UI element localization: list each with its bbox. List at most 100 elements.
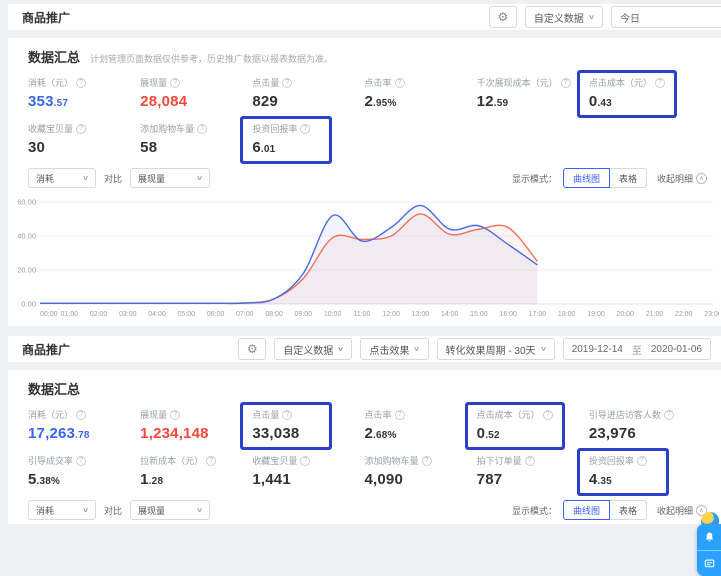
metric-value: 33,038 bbox=[252, 425, 300, 442]
mode-curve-button[interactable]: 曲线图 bbox=[562, 168, 610, 188]
help-icon[interactable]: ? bbox=[170, 77, 181, 88]
help-icon[interactable]: ? bbox=[421, 455, 432, 466]
effect-select[interactable]: 点击效果 ∨ bbox=[360, 338, 429, 360]
compare-select-2[interactable]: 展现量 ∨ bbox=[130, 500, 211, 520]
svg-text:40.00: 40.00 bbox=[17, 232, 36, 241]
metric-value: 58 bbox=[140, 139, 158, 156]
help-icon[interactable]: ? bbox=[282, 77, 293, 88]
svg-text:19:00: 19:00 bbox=[587, 311, 605, 318]
metric-select-2[interactable]: 消耗 ∨ bbox=[28, 500, 96, 520]
display-mode-label: 显示模式： bbox=[511, 173, 557, 184]
metric-value: 23,976 bbox=[588, 425, 636, 442]
help-icon[interactable]: ? bbox=[542, 409, 553, 420]
help-icon[interactable]: ? bbox=[76, 409, 87, 420]
vs-label-2: 对比 bbox=[104, 505, 123, 516]
metric-value: 1.28 bbox=[140, 471, 164, 488]
svg-text:20:00: 20:00 bbox=[616, 311, 634, 318]
metric-value: 1,441 bbox=[252, 471, 291, 488]
collapse-details-button-2[interactable]: 收起明细 ∧ bbox=[657, 504, 707, 517]
svg-text:11:00: 11:00 bbox=[353, 311, 370, 318]
metric-ctr: 点击率? 2.95% bbox=[364, 76, 476, 110]
metric-cpc: 点击成本（元）? 0.52 bbox=[467, 405, 562, 447]
chevron-up-circle-icon: ∧ bbox=[696, 172, 707, 184]
help-icon[interactable]: ? bbox=[197, 123, 208, 134]
svg-text:14:00: 14:00 bbox=[441, 311, 459, 318]
chart-controls: 消耗 ∨ 对比 展现量 ∨ 显示模式： 曲线图 表格 收起明细 ∧ bbox=[8, 158, 721, 192]
chevron-down-icon: ∨ bbox=[337, 346, 345, 353]
metric-favorites: 收藏宝贝量? 1,441 bbox=[252, 454, 364, 488]
help-icon[interactable]: ? bbox=[76, 123, 87, 134]
help-icon[interactable]: ? bbox=[394, 77, 405, 88]
display-mode-label-2: 显示模式： bbox=[511, 505, 557, 516]
floating-toolbar bbox=[697, 512, 721, 576]
collapse-details-button[interactable]: 收起明细 ∧ bbox=[657, 172, 707, 185]
compare-select[interactable]: 展现量 ∨ bbox=[130, 168, 211, 188]
metric-cost: 消耗（元）? 353.57 bbox=[28, 76, 140, 110]
help-icon[interactable]: ? bbox=[282, 409, 293, 420]
mode-table-button-2[interactable]: 表格 bbox=[608, 500, 647, 520]
svg-text:18:00: 18:00 bbox=[558, 311, 576, 318]
mode-curve-button-2[interactable]: 曲线图 bbox=[562, 500, 610, 520]
metric-value: 2.68% bbox=[364, 425, 397, 442]
help-icon[interactable]: ? bbox=[524, 455, 535, 466]
svg-text:17:00: 17:00 bbox=[529, 311, 547, 318]
help-icon[interactable]: ? bbox=[206, 455, 217, 466]
help-icon[interactable]: ? bbox=[300, 455, 311, 466]
svg-text:10:00: 10:00 bbox=[324, 311, 342, 318]
message-icon bbox=[704, 559, 714, 568]
chevron-down-icon: ∨ bbox=[539, 346, 547, 353]
gear-icon: ⚙ bbox=[497, 10, 509, 24]
vs-label: 对比 bbox=[104, 173, 123, 184]
metric-value: 787 bbox=[476, 471, 503, 488]
metric-select[interactable]: 消耗 ∨ bbox=[28, 168, 96, 188]
settings-button[interactable]: ⚙ bbox=[238, 338, 267, 360]
metric-value: 6.01 bbox=[252, 139, 276, 156]
svg-text:21:00: 21:00 bbox=[646, 311, 664, 318]
gear-icon: ⚙ bbox=[246, 342, 258, 356]
chevron-down-icon: ∨ bbox=[81, 507, 90, 514]
help-icon[interactable]: ? bbox=[170, 409, 181, 420]
help-icon[interactable]: ? bbox=[300, 123, 311, 134]
settings-button[interactable]: ⚙ bbox=[488, 6, 517, 28]
metric-cart-adds: 添加购物车量? 58 bbox=[140, 122, 252, 156]
help-icon[interactable]: ? bbox=[394, 409, 405, 420]
svg-text:02:00: 02:00 bbox=[90, 311, 108, 318]
metric-impressions: 展现量? 28,084 bbox=[140, 76, 252, 110]
panel2-toolbar: ⚙ 自定义数据 ∨ 点击效果 ∨ 转化效果周期 - 30天 ∨ 2019-12-… bbox=[238, 338, 721, 360]
metric-value: 4.35 bbox=[588, 471, 612, 488]
section-title-2: 数据汇总 bbox=[28, 382, 81, 397]
svg-text:12:00: 12:00 bbox=[382, 311, 400, 318]
svg-text:03:00: 03:00 bbox=[119, 311, 137, 318]
mode-table-button[interactable]: 表格 bbox=[608, 168, 647, 188]
conversion-period-select[interactable]: 转化效果周期 - 30天 ∨ bbox=[436, 338, 555, 360]
metric-value: 353.57 bbox=[28, 93, 69, 110]
help-icon[interactable]: ? bbox=[560, 77, 571, 88]
message-chat-button[interactable] bbox=[697, 550, 721, 576]
help-icon[interactable]: ? bbox=[636, 455, 647, 466]
metric-cart-adds: 添加购物车量? 4,090 bbox=[364, 454, 476, 488]
help-icon[interactable]: ? bbox=[76, 455, 87, 466]
svg-text:07:00: 07:00 bbox=[236, 311, 254, 318]
svg-text:15:00: 15:00 bbox=[470, 311, 488, 318]
metric-value: 2.95% bbox=[364, 93, 397, 110]
help-icon[interactable]: ? bbox=[76, 77, 87, 88]
metric-value: 1,234,148 bbox=[140, 425, 209, 442]
metric-conversion-rate: 引导成交率? 5.38% bbox=[28, 454, 140, 488]
svg-text:05:00: 05:00 bbox=[178, 311, 196, 318]
metrics-grid-2: 消耗（元）? 17,263.78 展现量? 1,234,148 点击量? 33,038 点击… bbox=[8, 398, 721, 493]
svg-text:00:00: 00:00 bbox=[40, 311, 58, 318]
chevron-down-icon: ∨ bbox=[195, 507, 204, 514]
custom-data-select[interactable]: 自定义数据 ∨ bbox=[274, 338, 353, 360]
help-icon[interactable]: ? bbox=[654, 77, 665, 88]
chevron-down-icon: ∨ bbox=[587, 14, 596, 21]
svg-text:20.00: 20.00 bbox=[17, 266, 36, 275]
metric-cpc: 点击成本（元）? 0.43 bbox=[579, 73, 674, 115]
page-title: 商品推广 bbox=[22, 10, 71, 25]
custom-data-select[interactable]: 自定义数据 ∨ bbox=[524, 6, 603, 28]
metric-value: 0.43 bbox=[588, 93, 612, 110]
notification-bell-button[interactable] bbox=[697, 524, 721, 550]
help-icon[interactable]: ? bbox=[663, 409, 674, 420]
date-range-picker[interactable]: 2019-12-14 至 2020-01-06 bbox=[562, 338, 711, 360]
svg-text:08:00: 08:00 bbox=[265, 311, 283, 318]
date-picker[interactable]: 今日 bbox=[611, 6, 721, 28]
